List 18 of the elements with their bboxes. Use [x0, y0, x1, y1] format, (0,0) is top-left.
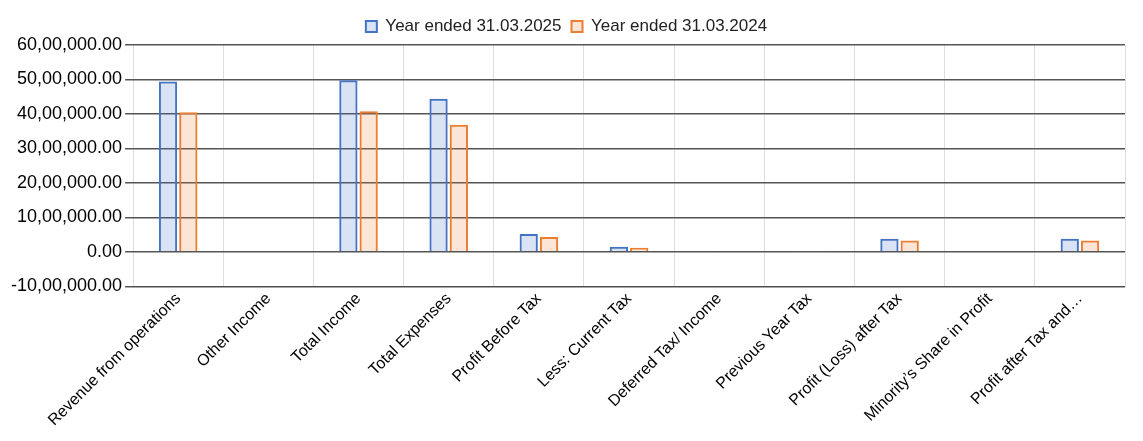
- bar: [158, 81, 178, 252]
- legend-label: Year ended 31.03.2025: [385, 16, 562, 36]
- bar: [900, 240, 919, 252]
- y-tick-label: -10,00,000.00: [11, 275, 123, 296]
- bar: [429, 98, 448, 252]
- y-tick-label: 50,00,000.00: [16, 68, 123, 89]
- y-tick-label: 10,00,000.00: [16, 206, 123, 227]
- y-tick-label: 20,00,000.00: [16, 171, 123, 192]
- bar: [339, 80, 358, 252]
- bar: [179, 112, 198, 252]
- y-tick-label: 60,00,000.00: [16, 33, 123, 54]
- bar: [449, 124, 468, 252]
- legend-label: Year ended 31.03.2024: [591, 16, 768, 36]
- bar: [1080, 240, 1100, 252]
- y-tick-label: 40,00,000.00: [16, 102, 123, 123]
- y-tick-label: 0.00: [87, 240, 123, 261]
- bar: [359, 111, 378, 252]
- y-tick-label: 30,00,000.00: [16, 137, 123, 158]
